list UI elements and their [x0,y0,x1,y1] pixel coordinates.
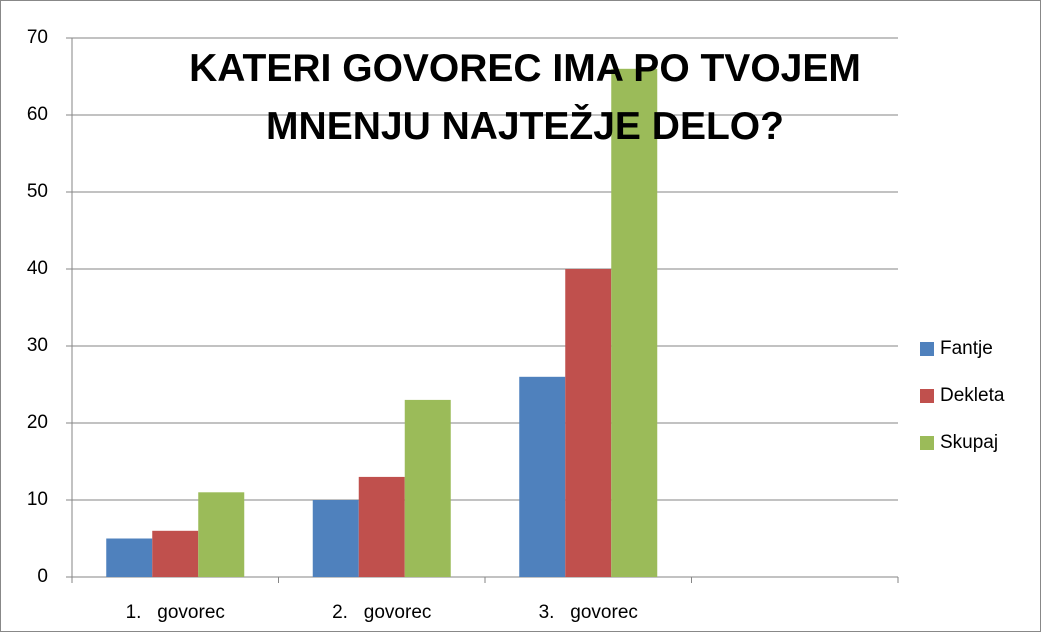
y-tick-label: 30 [27,335,48,356]
bar [404,399,451,577]
y-tick-label: 40 [27,258,48,279]
x-tick-label: 1. govorec [126,602,225,623]
bar [152,530,199,577]
y-tick-label: 0 [37,566,48,587]
y-tick-label: 10 [27,489,48,510]
y-tick-label: 70 [27,27,48,48]
bar [198,492,245,577]
legend-swatch [920,436,934,450]
y-tick-label: 50 [27,181,48,202]
x-tick-label: 2. govorec [332,602,431,623]
bar [611,68,658,578]
chart-title: KATERI GOVOREC IMA PO TVOJEM MNENJU NAJT… [189,47,861,148]
bar [312,500,359,577]
y-tick-label: 60 [27,104,48,125]
legend-label: Dekleta [940,385,1005,406]
bar [565,269,612,577]
x-tick-label: 3. govorec [539,602,638,623]
y-tick-label: 20 [27,412,48,433]
legend-label: Skupaj [940,432,998,453]
legend-swatch [920,342,934,356]
legend-label: Fantje [940,338,993,359]
bar [519,376,566,577]
bar [106,538,153,577]
legend-swatch [920,389,934,403]
bar [358,476,405,577]
